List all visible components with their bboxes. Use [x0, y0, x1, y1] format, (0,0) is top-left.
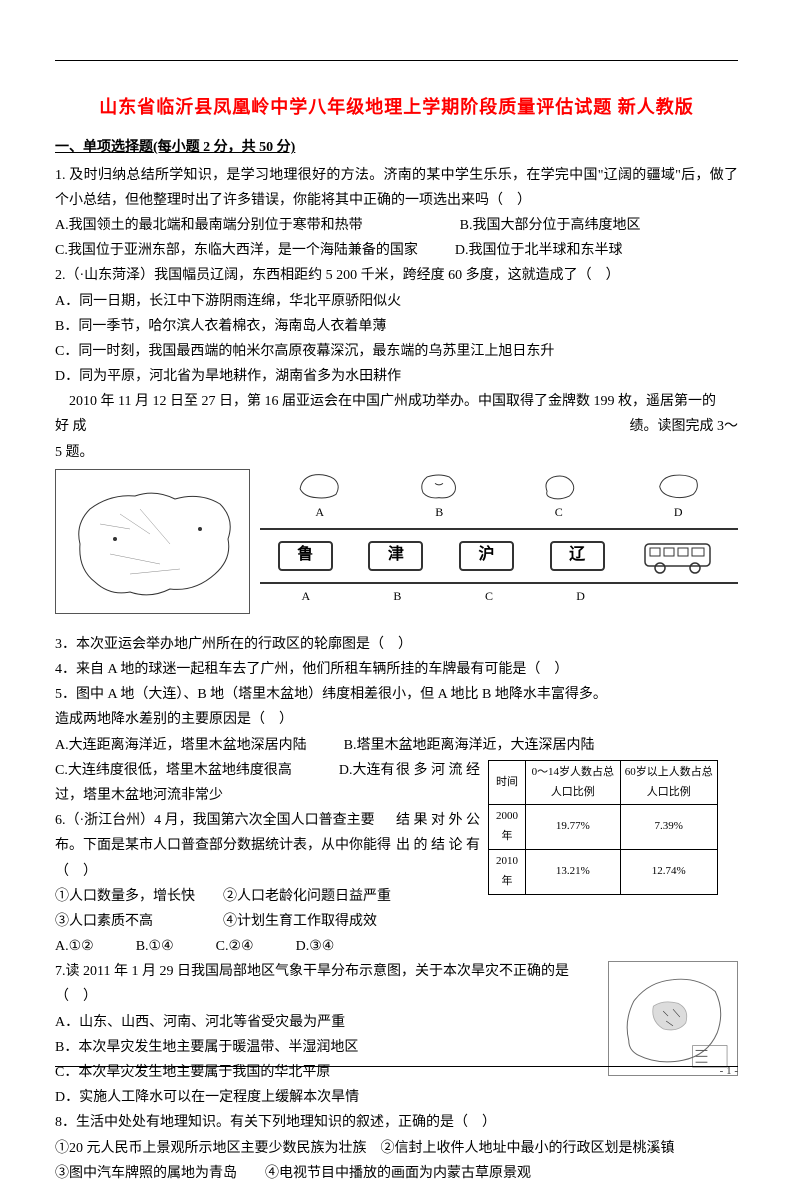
question-5: 5．图中 A 地（大连）、B 地（塔里木盆地）纬度相差很小，但 A 地比 B 地… [55, 682, 738, 758]
q6-line1: 6.（·浙江台州）4 月，我国第六次全国人口普查主要 结 果 对 外 公 [55, 808, 480, 833]
shape-b: B [399, 469, 479, 524]
intro35-l2a: 好 成 [55, 414, 87, 439]
q6-r2c2: 13.21% [526, 849, 620, 894]
q5-opt-d-left: D.大连有 [339, 763, 395, 778]
shape-c-label: C [555, 502, 563, 524]
plate-label-a: A [276, 586, 336, 608]
q6-r2c1: 2010年 [489, 849, 526, 894]
question-3: 3．本次亚运会举办地广州所在的行政区的轮廓图是（ ） [55, 632, 738, 657]
license-plate-row: 鲁 津 沪 辽 [260, 528, 738, 584]
q2-opt-b: B．同一季节，哈尔滨人衣着棉衣，海南岛人衣着单薄 [55, 314, 738, 339]
q6-r1c1: 2000年 [489, 805, 526, 850]
bus-icon [640, 536, 720, 576]
q2-stem: 2.（·山东菏泽）我国幅员辽阔，东西相距约 5 200 千米，跨经度 60 多度… [55, 263, 738, 288]
q6-data-table: 时间 0～14岁人数占总人口比例 60岁以上人数占总人口比例 2000年 19.… [488, 760, 718, 895]
shape-c: C [519, 469, 599, 524]
china-map-svg [60, 474, 245, 609]
shape-a-label: A [315, 502, 324, 524]
q7-opt-d: D．实施人工降水可以在一定程度上缓解本次旱情 [55, 1085, 738, 1110]
q5-opt-a: A.大连距离海洋近，塔里木盆地深居内陆 [55, 738, 307, 753]
q6-th1: 时间 [489, 760, 526, 805]
shape-d: D [638, 469, 718, 524]
q1-opt-d: D.我国位于北半球和东半球 [455, 243, 623, 258]
figure-row: A B C D 鲁 津 沪 辽 [55, 469, 738, 614]
shape-b-label: B [435, 502, 443, 524]
shape-a: A [280, 469, 360, 524]
section-1-header: 一、单项选择题(每小题 2 分，共 50 分) [55, 135, 738, 160]
plate-label-d: D [551, 586, 611, 608]
q7-drought-map [608, 961, 738, 1076]
q6-th2: 0～14岁人数占总人口比例 [526, 760, 620, 805]
q1-stem: 1. 及时归纳总结所学知识，是学习地理很好的方法。济南的某中学生乐乐，在学完中国… [55, 163, 738, 213]
q5-opt-c: C.大连纬度很低，塔里木盆地纬度很高 [55, 763, 292, 778]
q1-opt-c: C.我国位于亚洲东部，东临大西洋，是一个海陆兼备的国家 [55, 243, 418, 258]
q1-opt-b: B.我国大部分位于高纬度地区 [460, 218, 641, 233]
plate-label-c: C [459, 586, 519, 608]
q6-r2c3: 12.74% [620, 849, 717, 894]
plate-label-b: B [367, 586, 427, 608]
intro35-line1: 2010 年 11 月 12 日至 27 日，第 16 届亚运会在中国广州成功举… [55, 389, 738, 414]
q5-row-ab: A.大连距离海洋近，塔里木盆地深居内陆 B.塔里木盆地距离海洋近，大连深居内陆 [55, 733, 738, 758]
q1-options-row2: C.我国位于亚洲东部，东临大西洋，是一个海陆兼备的国家 D.我国位于北半球和东半… [55, 238, 738, 263]
china-map [55, 469, 250, 614]
question-6-wrap: 时间 0～14岁人数占总人口比例 60岁以上人数占总人口比例 2000年 19.… [55, 758, 738, 960]
q6-line2: 布。下面是某市人口普查部分数据统计表，从中你能得 出 的 结 论 有 [55, 833, 480, 858]
table-row: 2000年 19.77% 7.39% [489, 805, 718, 850]
intro35-line2: 好 成 绩。读图完成 3～ [55, 414, 738, 439]
q6-abcd: A.①② B.①④ C.②④ D.③④ [55, 934, 738, 959]
shapes-column: A B C D 鲁 津 沪 辽 [260, 469, 738, 608]
q2-opt-d: D．同为平原，河北省为旱地耕作，湖南省多为水田耕作 [55, 364, 738, 389]
q2-opt-c: C．同一时刻，我国最西端的帕米尔高原夜幕深沉，最东端的乌苏里江上旭日东升 [55, 339, 738, 364]
intro-3-5: 2010 年 11 月 12 日至 27 日，第 16 届亚运会在中国广州成功举… [55, 389, 738, 465]
q6-th3: 60岁以上人数占总人口比例 [620, 760, 717, 805]
q5-row-cd: C.大连纬度很低，塔里木盆地纬度很高 D.大连有 很 多 河 流 经 [55, 758, 480, 783]
q8-line1: ①20 元人民币上景观所示地区主要少数民族为壮族 ②信封上收件人地址中最小的行政… [55, 1136, 738, 1161]
question-2: 2.（·山东菏泽）我国幅员辽阔，东西相距约 5 200 千米，跨经度 60 多度… [55, 263, 738, 389]
q1-opt-a: A.我国领土的最北端和最南端分别位于寒带和热带 [55, 218, 363, 233]
plate-c: 沪 [459, 541, 514, 571]
intro35-l2b: 绩。读图完成 3～ [630, 414, 739, 439]
top-rule [55, 60, 738, 61]
q8-stem: 8．生活中处处有地理知识。有关下列地理知识的叙述，正确的是（ ） [55, 1110, 738, 1135]
question-1: 1. 及时归纳总结所学知识，是学习地理很好的方法。济南的某中学生乐乐，在学完中国… [55, 163, 738, 264]
page-number: - 1 - [720, 1062, 738, 1082]
q2-opt-a: A．同一日期，长江中下游阴雨连绵，华北平原骄阳似火 [55, 289, 738, 314]
plate-b: 津 [368, 541, 423, 571]
q6-r1c2: 19.77% [526, 805, 620, 850]
question-4: 4．来自 A 地的球迷一起租车去了广州，他们所租车辆所挂的车牌最有可能是（ ） [55, 657, 738, 682]
province-shapes-row: A B C D [260, 469, 738, 524]
q5-stem: 5．图中 A 地（大连）、B 地（塔里木盆地）纬度相差很小，但 A 地比 B 地… [55, 682, 738, 707]
q6-opt2: ③人口素质不高 ④计划生育工作取得成效 [55, 909, 738, 934]
table-row: 时间 0～14岁人数占总人口比例 60岁以上人数占总人口比例 [489, 760, 718, 805]
q1-options-row1: A.我国领土的最北端和最南端分别位于寒带和热带 B.我国大部分位于高纬度地区 [55, 213, 738, 238]
table-row: 2010年 13.21% 12.74% [489, 849, 718, 894]
intro35-line3: 5 题。 [55, 440, 738, 465]
plate-d: 辽 [550, 541, 605, 571]
bottom-rule [55, 1066, 738, 1067]
q5-line2: 造成两地降水差别的主要原因是（ ） [55, 707, 738, 732]
q6-l2-left: 布。下面是某市人口普查部分数据统计表，从中你能得 [55, 833, 391, 858]
plate-a: 鲁 [278, 541, 333, 571]
q8-line2: ③图中汽车牌照的属地为青岛 ④电视节目中播放的画面为内蒙古草原景观 [55, 1161, 738, 1186]
question-7-wrap: 7.读 2011 年 1 月 29 日我国局部地区气象干旱分布示意图，关于本次旱… [55, 959, 738, 1110]
q5-opt-b: B.塔里木盆地距离海洋近，大连深居内陆 [344, 738, 595, 753]
q5-opt-d-right: 很 多 河 流 经 [396, 758, 480, 783]
document-title: 山东省临沂县凤凰岭中学八年级地理上学期阶段质量评估试题 新人教版 [55, 91, 738, 123]
plate-labels: A B C D [260, 586, 738, 608]
q6-r1c3: 7.39% [620, 805, 717, 850]
q6-l2-right: 出 的 结 论 有 [396, 833, 480, 858]
q6-l1-right: 结 果 对 外 公 [396, 808, 480, 833]
shape-d-label: D [674, 502, 683, 524]
q6-l1-left: 6.（·浙江台州）4 月，我国第六次全国人口普查主要 [55, 808, 375, 833]
